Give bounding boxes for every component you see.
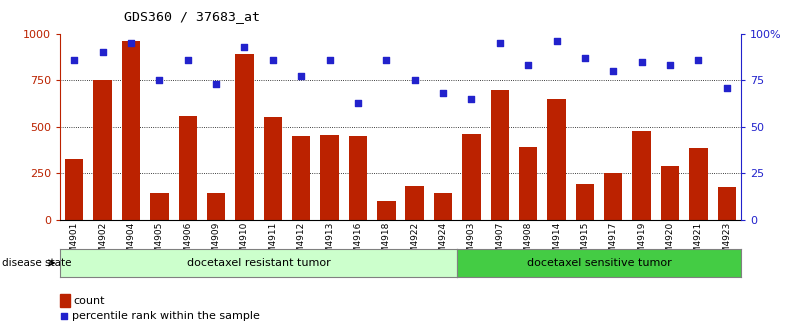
Point — [210, 81, 223, 87]
Bar — [519, 148, 537, 220]
Text: percentile rank within the sample: percentile rank within the sample — [71, 311, 260, 321]
Point — [181, 57, 194, 62]
Bar — [65, 159, 83, 220]
Bar — [604, 173, 622, 220]
Bar — [661, 166, 679, 220]
Point — [267, 57, 280, 62]
Point — [607, 68, 620, 74]
Bar — [179, 116, 197, 220]
Bar — [320, 135, 339, 220]
Point — [409, 78, 421, 83]
Point — [635, 59, 648, 64]
Point — [295, 74, 308, 79]
Text: count: count — [73, 296, 104, 306]
Bar — [122, 41, 140, 220]
Bar — [292, 136, 311, 220]
Point — [68, 57, 81, 62]
Point — [692, 57, 705, 62]
Bar — [547, 99, 566, 220]
Bar — [462, 134, 481, 220]
Bar — [434, 193, 453, 220]
Point — [720, 85, 733, 90]
Bar — [94, 80, 112, 220]
Bar — [150, 193, 168, 220]
Point — [380, 57, 392, 62]
Point — [521, 62, 534, 68]
Bar — [377, 202, 396, 220]
Point — [493, 40, 506, 46]
Point — [437, 91, 449, 96]
Bar — [264, 117, 282, 220]
Point — [238, 44, 251, 49]
Bar — [235, 54, 254, 220]
Point — [550, 38, 563, 44]
Point — [213, 252, 226, 257]
Text: disease state: disease state — [2, 258, 72, 268]
Point — [96, 49, 109, 55]
Bar — [405, 185, 424, 220]
Point — [352, 100, 364, 105]
Bar — [689, 148, 707, 220]
Point — [153, 78, 166, 83]
Point — [578, 55, 591, 60]
Text: docetaxel resistant tumor: docetaxel resistant tumor — [187, 258, 331, 268]
Point — [663, 62, 676, 68]
Point — [323, 57, 336, 62]
Bar — [633, 131, 651, 220]
Bar — [348, 136, 367, 220]
Point — [465, 96, 478, 101]
Point — [125, 40, 138, 46]
Text: docetaxel sensitive tumor: docetaxel sensitive tumor — [527, 258, 671, 268]
Bar — [490, 90, 509, 220]
Text: GDS360 / 37683_at: GDS360 / 37683_at — [124, 10, 260, 23]
Bar — [576, 184, 594, 220]
Bar — [207, 193, 225, 220]
Bar — [718, 186, 736, 220]
